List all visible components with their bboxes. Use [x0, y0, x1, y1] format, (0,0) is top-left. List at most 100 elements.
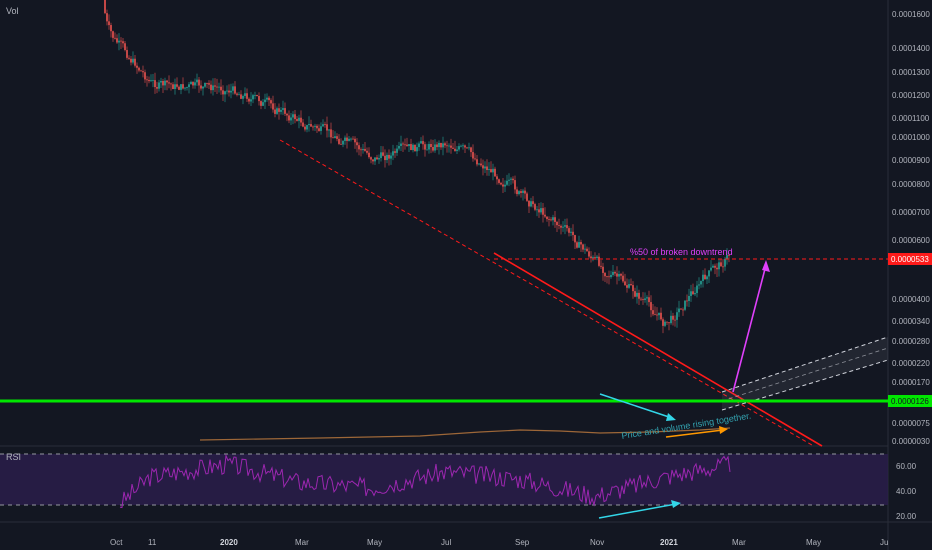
candle-body — [372, 159, 374, 162]
candle-body — [682, 309, 684, 311]
candle-body — [652, 310, 654, 315]
candle-body — [598, 256, 600, 266]
candle-body — [552, 217, 554, 221]
candle-body — [544, 214, 546, 217]
candle-body — [718, 262, 720, 270]
candle-body — [284, 108, 286, 114]
candle-body — [580, 242, 582, 245]
rsi-divergence-head — [671, 500, 681, 508]
price-divergence-shaft — [599, 393, 673, 419]
target-arrow — [732, 260, 770, 393]
candle-body — [150, 80, 152, 82]
candle-body — [172, 84, 174, 90]
candle-body — [328, 129, 330, 131]
candle-body — [500, 182, 502, 185]
price-tick: 0.0001300 — [892, 68, 930, 77]
time-tick: 2020 — [220, 538, 238, 547]
candle-body — [476, 159, 478, 165]
candle-body — [506, 180, 508, 185]
candle-body — [122, 41, 124, 44]
candle-body — [116, 38, 118, 43]
candle-body — [114, 37, 116, 39]
candle-body — [222, 90, 224, 95]
candle-body — [554, 217, 556, 222]
candle-body — [674, 319, 676, 321]
candle-body — [274, 109, 276, 114]
candle-body — [232, 86, 234, 91]
candle-body — [224, 91, 226, 95]
candle-body — [214, 85, 216, 87]
candle-body — [136, 65, 138, 68]
candle-body — [582, 244, 584, 250]
price-marker-target-label: 0.0000533 — [891, 255, 929, 264]
candle-body — [362, 148, 364, 151]
candle-body — [710, 267, 712, 271]
target-arrow-head — [762, 260, 770, 272]
candle-body — [538, 209, 540, 213]
time-tick: Jul — [441, 538, 451, 547]
price-tick: 0.0000170 — [892, 378, 930, 387]
candle-body — [436, 144, 438, 148]
volume-line — [199, 427, 731, 441]
price-pane-label: Vol — [6, 6, 19, 16]
price-tick: 0.0000700 — [892, 208, 930, 217]
candle-body — [104, 0, 106, 14]
candle-body — [486, 166, 488, 171]
candle-body — [548, 219, 550, 220]
time-tick: May — [806, 538, 821, 547]
candle-body — [244, 93, 246, 96]
candle-body — [568, 228, 570, 233]
candle-body — [142, 71, 144, 73]
candle-body — [168, 82, 170, 84]
candle-body — [404, 144, 406, 146]
candle-body — [254, 94, 256, 96]
candle-body — [534, 204, 536, 210]
candle-body — [152, 80, 154, 81]
candle-body — [248, 98, 250, 102]
candle-body — [146, 79, 148, 81]
candle-body — [570, 231, 572, 233]
candle-body — [360, 149, 362, 151]
price-tick: 0.0000280 — [892, 337, 930, 346]
candle-body — [208, 83, 210, 85]
candle-body — [692, 291, 694, 295]
candle-body — [234, 86, 236, 94]
candle-body — [422, 141, 424, 145]
candle-body — [680, 308, 682, 310]
candle-body — [632, 285, 634, 292]
candle-body — [644, 298, 646, 300]
candle-body — [638, 292, 640, 299]
candle-body — [658, 312, 660, 316]
candle-body — [612, 271, 614, 275]
candle-body — [450, 145, 452, 148]
candle-body — [676, 312, 678, 320]
price-tick: 0.0001200 — [892, 91, 930, 100]
candle-body — [496, 176, 498, 180]
price-tick: 0.0001100 — [892, 114, 930, 123]
candle-body — [144, 72, 146, 80]
candle-body — [654, 314, 656, 316]
candle-body — [416, 147, 418, 152]
candle-body — [264, 99, 266, 103]
time-tick: Ju — [880, 538, 888, 547]
price-tick: 0.0000340 — [892, 317, 930, 326]
candle-body — [726, 255, 728, 259]
price-tick: 0.0000220 — [892, 359, 930, 368]
candle-body — [298, 117, 300, 121]
candle-body — [410, 144, 412, 151]
candle-body — [478, 163, 480, 165]
candle-body — [702, 274, 704, 282]
candle-body — [138, 67, 140, 71]
candle-body — [348, 138, 350, 141]
candle-body — [260, 101, 262, 106]
candle-body — [212, 85, 214, 91]
candle-body — [238, 94, 240, 96]
candle-body — [606, 276, 608, 278]
candle-body — [164, 80, 166, 86]
candle-body — [428, 144, 430, 150]
rsi-tick: 40.00 — [896, 487, 917, 496]
downtrend-line — [493, 252, 823, 447]
candle-body — [484, 166, 486, 169]
candle-body — [358, 145, 360, 150]
rsi-tick: 20.00 — [896, 512, 917, 521]
